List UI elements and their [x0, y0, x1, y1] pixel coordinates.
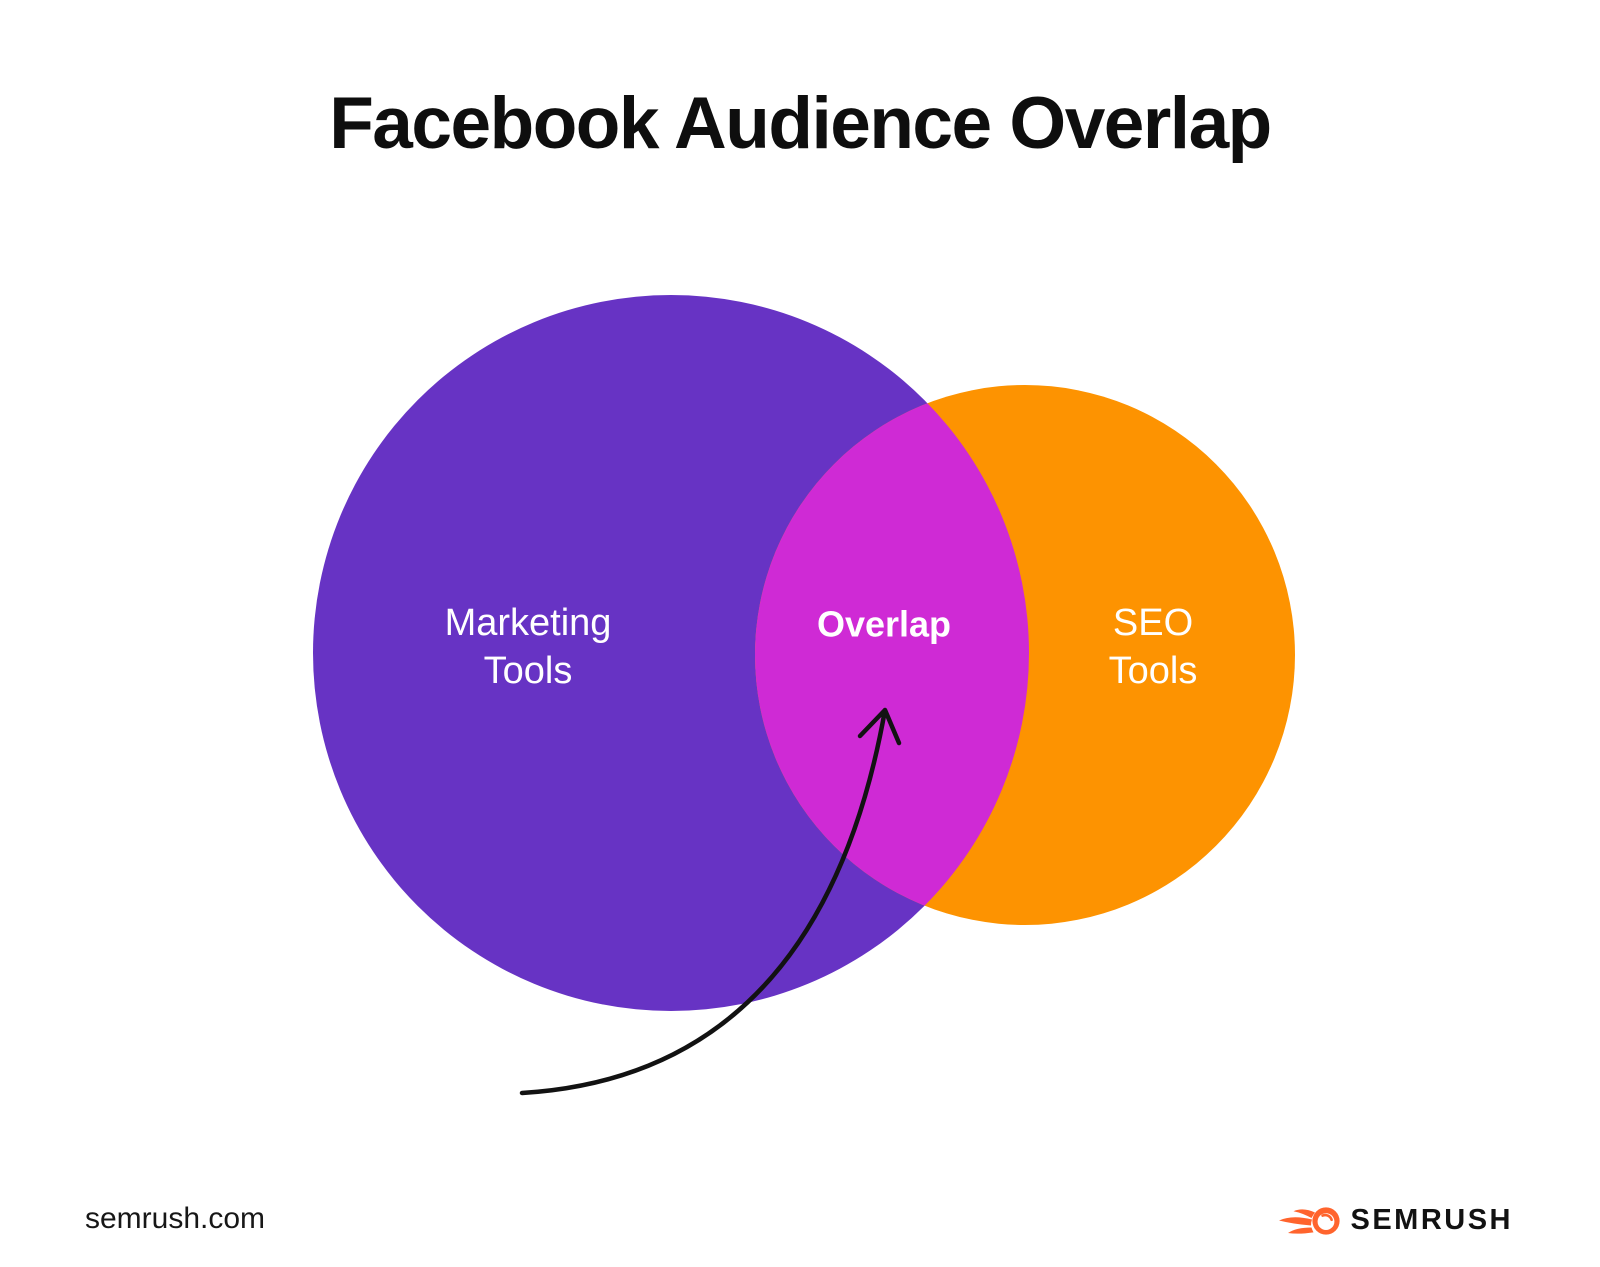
- overlap-region: [755, 385, 1029, 925]
- semrush-wordmark: SEMRUSH: [1350, 1204, 1513, 1236]
- label-marketing-tools: Marketing Tools: [444, 602, 612, 692]
- flame-bottom: [1288, 1227, 1314, 1234]
- label-seo-tools: SEO Tools: [1108, 602, 1198, 692]
- semrush-fireball-icon: [1279, 1206, 1341, 1235]
- flame-middle: [1279, 1216, 1313, 1225]
- semrush-logo: SEMRUSH: [1277, 1204, 1513, 1237]
- source-site-text: semrush.com: [85, 1202, 266, 1235]
- label-overlap: Overlap: [816, 603, 952, 645]
- fireball-highlight-arc: [1321, 1213, 1334, 1221]
- flame-top: [1293, 1208, 1316, 1218]
- page-title: Facebook Audience Overlap: [329, 83, 1272, 164]
- overlap-pointer-arrow: [519, 707, 902, 1096]
